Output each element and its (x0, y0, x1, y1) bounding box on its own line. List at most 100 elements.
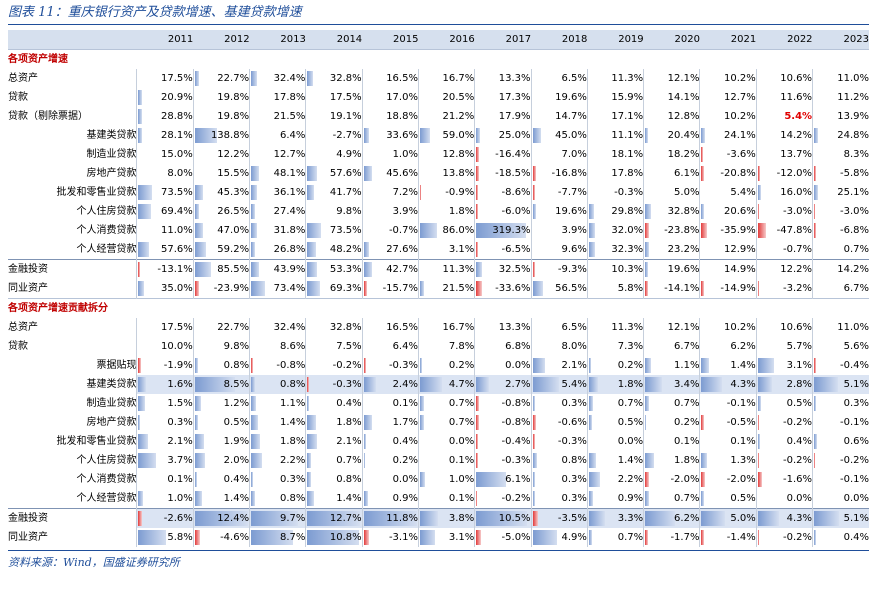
value-cell: 18.8% (361, 107, 419, 126)
value-cell: 4.7% (417, 375, 475, 394)
cell-value: 0.9% (617, 493, 644, 504)
value-cell: 8.3% (812, 145, 869, 164)
bottom-rule (8, 550, 869, 551)
cell-value: 0.7% (336, 455, 362, 466)
value-cell: 36.1% (249, 183, 306, 202)
value-cell: 6.5% (530, 69, 588, 88)
data-bar-positive (138, 453, 157, 468)
cell-value: 69.4% (161, 206, 193, 217)
value-cell: -16.8% (530, 164, 588, 183)
data-bar-negative (814, 453, 816, 468)
data-bar-positive (138, 396, 146, 411)
table-row: 个人消费贷款 11.0% 47.0% 31.8% 73.5% -0.7% 86.0% 319.… (8, 221, 869, 240)
cell-value: 25.1% (837, 187, 869, 198)
cell-value: -0.1% (839, 417, 869, 428)
cell-value: 14.1% (667, 92, 700, 103)
table-row: 房地产贷款 8.0% 15.5% 48.1% 57.6% 45.6% 13.8% -18.5%… (8, 164, 869, 183)
cell-value: 13.3% (498, 322, 531, 333)
cell-value: -14.9% (720, 283, 756, 294)
value-cell: 6.4% (249, 126, 306, 145)
data-bar-negative (363, 530, 369, 545)
data-bar-positive (194, 377, 235, 392)
data-bar-positive (307, 262, 318, 277)
data-bar-positive (251, 530, 294, 545)
value-cell: -0.2% (812, 451, 869, 470)
data-bar-positive (307, 415, 317, 430)
value-cell: 5.8% (586, 279, 644, 299)
cell-value: 11.2% (837, 92, 869, 103)
row-label: 个人经营贷款 (76, 493, 137, 504)
cell-value: 6.1% (505, 474, 531, 485)
value-cell: 16.7% (417, 318, 475, 337)
value-cell: 32.4% (249, 69, 306, 88)
cell-value: 0.2% (392, 455, 418, 466)
value-cell: 0.9% (361, 489, 419, 509)
data-bar-positive (138, 491, 144, 506)
cell-value: 19.6% (667, 264, 700, 275)
data-bar-positive (194, 242, 206, 257)
cell-value: 16.7% (442, 73, 475, 84)
cell-value: -4.6% (220, 532, 250, 543)
data-bar-positive (251, 511, 299, 526)
table-row: 批发和零售业贷款 73.5% 45.3% 36.1% 41.7% 7.2% -0.9% -8.… (8, 183, 869, 202)
value-cell: 3.1% (417, 240, 475, 260)
cell-value: 7.0% (561, 149, 587, 160)
cell-value: 18.1% (611, 149, 644, 160)
value-cell: 7.0% (530, 145, 588, 164)
cell-value: -0.4% (839, 360, 869, 371)
value-cell: 1.8% (305, 413, 363, 432)
value-cell: 2.2% (586, 470, 644, 489)
value-cell: 6.7% (812, 279, 869, 299)
value-cell: 13.9% (812, 107, 869, 126)
value-cell: 0.4% (755, 432, 813, 451)
cell-value: 5.4% (730, 187, 756, 198)
cell-value: -0.9% (445, 187, 475, 198)
value-cell: -20.8% (699, 164, 757, 183)
cell-value: -1.6% (783, 474, 813, 485)
cell-value: 7.5% (336, 341, 362, 352)
value-cell: 20.4% (643, 126, 700, 145)
value-cell: -13.1% (136, 259, 194, 279)
value-cell: 1.4% (249, 413, 306, 432)
value-cell: 3.4% (643, 375, 700, 394)
cell-value: 1.0% (392, 149, 418, 160)
cell-value: 0.8% (279, 493, 306, 504)
data-bar-positive (588, 491, 593, 506)
value-cell: -0.4% (474, 432, 532, 451)
cell-value: -15.7% (382, 283, 418, 294)
data-bar-positive (701, 377, 723, 392)
value-cell: 0.7% (417, 394, 475, 413)
value-cell: 27.4% (249, 202, 306, 221)
value-cell: 32.8% (643, 202, 700, 221)
value-cell: 2.2% (249, 451, 306, 470)
data-bar-positive (138, 530, 167, 545)
cell-value: 56.5% (555, 283, 587, 294)
data-bar-positive (588, 415, 592, 430)
value-cell: 12.7% (699, 88, 757, 107)
value-cell: -6.8% (812, 221, 869, 240)
value-cell: 7.5% (305, 337, 363, 356)
cell-value: 5.1% (843, 513, 869, 524)
row-label: 个人经营贷款 (76, 244, 137, 255)
data-bar-positive (307, 71, 314, 86)
cell-value: 9.8% (336, 206, 362, 217)
table-row: 贷款（剔除票据） 28.8% 19.8% 21.5% 19.1% 18.8% 21.2% 17… (8, 107, 869, 126)
cell-value: -6.5% (501, 244, 531, 255)
table-row: 票据贴现 -1.9% 0.8% -0.8% -0.2% -0.3% 0.2% 0.0% 2.1%… (8, 356, 869, 375)
value-cell: 0.4% (812, 528, 869, 547)
value-cell: -0.5% (699, 413, 757, 432)
data-bar-negative (476, 453, 479, 468)
value-cell: 13.3% (474, 69, 532, 88)
data-bar-positive (307, 434, 318, 449)
table-row: 制造业贷款 1.5% 1.2% 1.1% 0.4% 0.1% 0.7% -0.8% 0.3% 0.… (8, 394, 869, 413)
data-bar-positive (251, 281, 266, 296)
cell-value: 73.4% (273, 283, 306, 294)
value-cell: 1.1% (643, 356, 700, 375)
value-cell: 12.8% (643, 107, 700, 126)
value-cell: 22.7% (192, 318, 250, 337)
year-header-2022: 2022 (756, 30, 813, 50)
cell-value: 5.1% (843, 379, 869, 390)
cell-value: 8.7% (279, 532, 306, 543)
cell-value: 73.5% (329, 225, 362, 236)
cell-value: 13.3% (498, 73, 531, 84)
